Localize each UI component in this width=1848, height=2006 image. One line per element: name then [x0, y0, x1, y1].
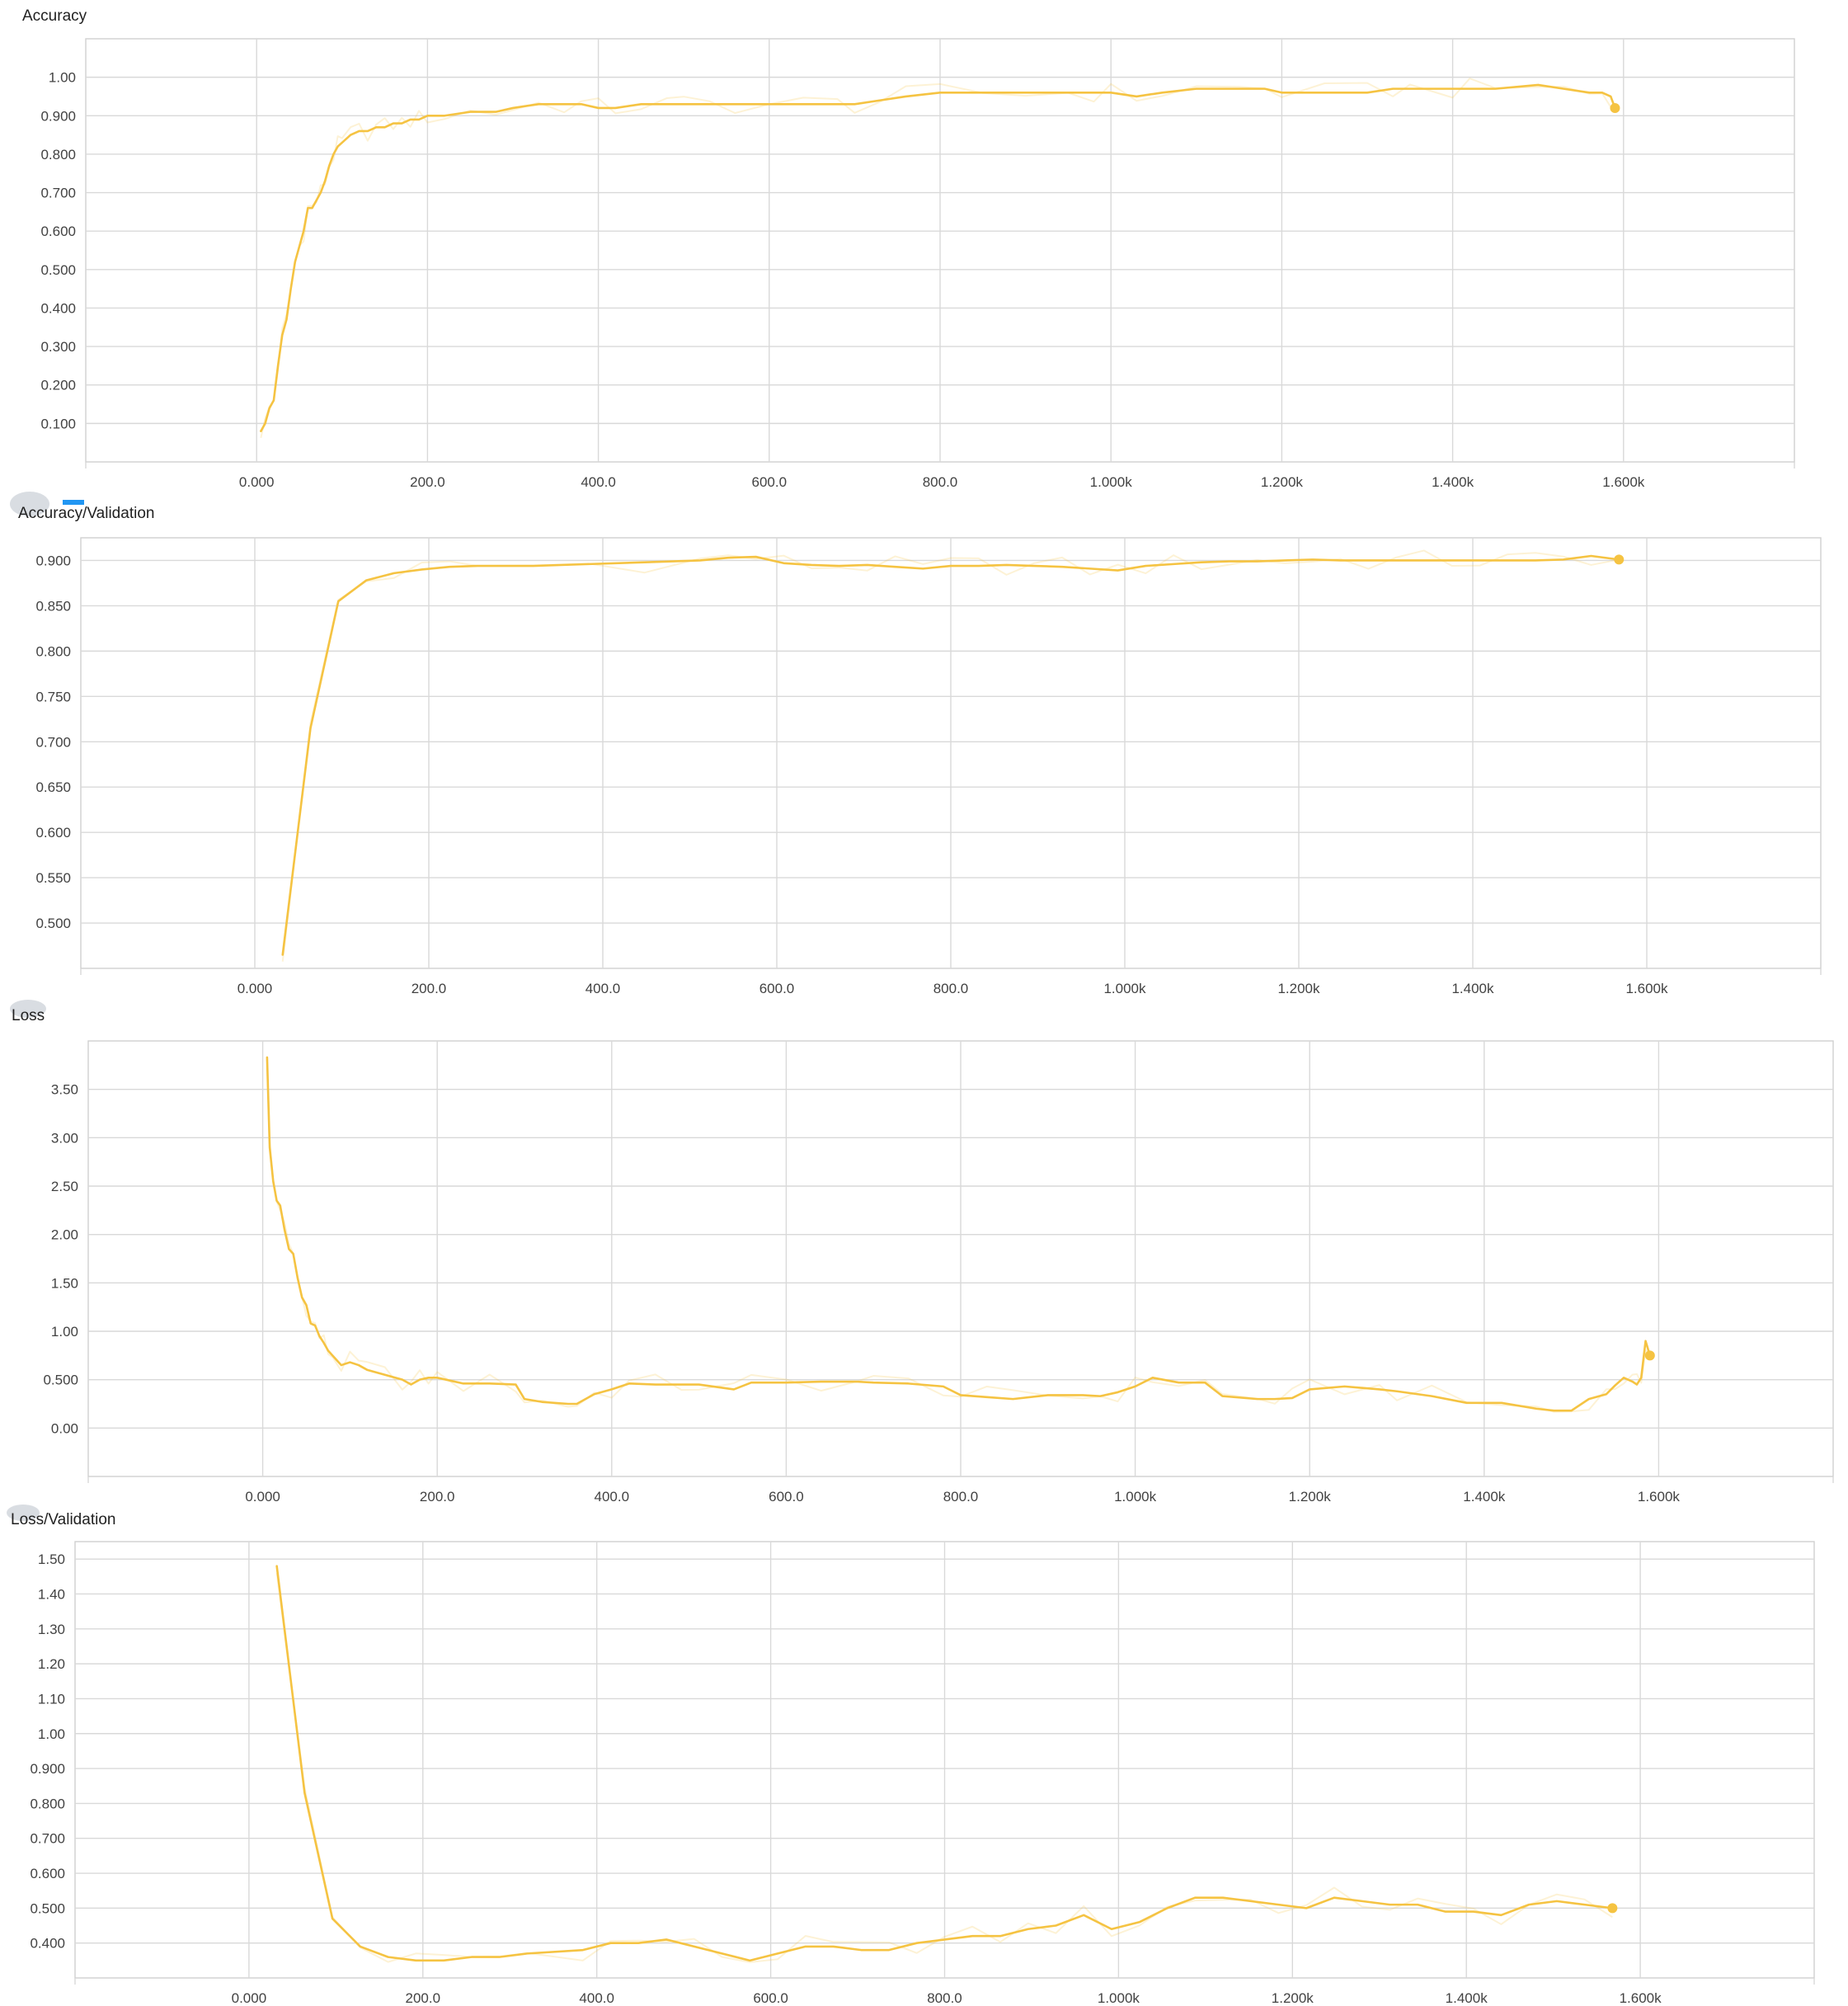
x-tick-label: 600.0: [753, 1990, 788, 2006]
y-tick-label: 3.00: [51, 1130, 78, 1146]
y-tick-label: 0.700: [35, 734, 71, 750]
x-tick-label: 1.200k: [1272, 1990, 1314, 2006]
x-tick-label: 200.0: [420, 1489, 455, 1504]
y-tick-label: 2.00: [51, 1227, 78, 1243]
x-tick-label: 400.0: [585, 981, 621, 996]
x-tick-label: 600.0: [769, 1489, 804, 1504]
y-tick-label: 1.30: [38, 1622, 65, 1637]
x-tick-label: 1.200k: [1289, 1489, 1332, 1504]
y-tick-label: 0.00: [51, 1420, 78, 1436]
series-last-point: [1645, 1350, 1655, 1360]
chart-accuracy: 1.00 0.900 0.800 0.700 0.600 0.500 0.400 0.300 0…: [0, 0, 1848, 495]
x-tick-label: 800.0: [933, 981, 969, 996]
y-tick-label: 0.100: [40, 416, 76, 431]
y-tick-label: 0.850: [35, 598, 71, 614]
y-tick-label: 0.600: [30, 1866, 65, 1881]
y-tick-label: 0.650: [35, 779, 71, 795]
y-tick-label: 0.900: [35, 553, 71, 568]
y-tick-label: 1.00: [51, 1324, 78, 1340]
x-tick-label: 800.0: [927, 1990, 962, 2006]
x-tick-label: 1.000k: [1103, 981, 1146, 996]
y-tick-label: 0.800: [35, 643, 71, 659]
x-tick-label: 600.0: [752, 474, 788, 490]
y-tick-label: 0.700: [30, 1831, 65, 1847]
x-tick-label: 1.400k: [1446, 1990, 1488, 2006]
y-tick-label: 1.50: [51, 1275, 78, 1291]
y-tick-label: 2.50: [51, 1179, 78, 1194]
x-tick-label: 1.600k: [1638, 1489, 1681, 1504]
y-tick-label: 0.200: [40, 378, 76, 393]
x-tick-label: 1.200k: [1261, 474, 1304, 490]
chart-loss: 3.50 3.00 2.50 2.00 1.50 1.00 0.500 0.00 0.000 20…: [0, 1000, 1848, 1504]
x-tick-label: 800.0: [943, 1489, 979, 1504]
x-tick-label: 800.0: [923, 474, 958, 490]
y-tick-label: 0.900: [30, 1761, 65, 1777]
x-tick-label: 0.000: [237, 981, 273, 996]
y-tick-label: 0.600: [40, 224, 76, 239]
y-tick-label: 0.600: [35, 825, 71, 841]
x-tick-label: 1.600k: [1602, 474, 1645, 490]
x-tick-label: 1.400k: [1432, 474, 1474, 490]
chart-loss-validation: 1.50 1.40 1.30 1.20 1.10 1.00 0.900 0.800 0.700 0…: [0, 1504, 1848, 2006]
x-tick-label: 600.0: [759, 981, 795, 996]
y-tick-label: 1.10: [38, 1691, 65, 1707]
chart-panel-accuracy-validation: Accuracy/Validation 0.900 0.850 0.800 0.750…: [0, 495, 1848, 1000]
x-tick-label: 1.400k: [1451, 981, 1494, 996]
y-tick-label: 0.300: [40, 339, 76, 355]
x-tick-label: 200.0: [411, 981, 447, 996]
y-tick-label: 0.400: [30, 1936, 65, 1952]
x-tick-label: 1.400k: [1463, 1489, 1506, 1504]
x-tick-label: 1.200k: [1277, 981, 1320, 996]
series-last-point: [1607, 1903, 1617, 1913]
y-tick-label: 1.50: [38, 1552, 65, 1567]
x-tick-label: 400.0: [579, 1990, 614, 2006]
y-tick-label: 0.800: [30, 1796, 65, 1811]
y-tick-label: 0.500: [30, 1900, 65, 1916]
chart-panel-loss: Loss 3.50 3.00 2.50 2.00 1.50 1.00 0.500 0.00 0.…: [0, 1000, 1848, 1504]
x-tick-label: 400.0: [595, 1489, 630, 1504]
y-tick-label: 0.550: [35, 870, 71, 886]
chart-accuracy-validation: 0.900 0.850 0.800 0.750 0.700 0.650 0.600 0.550…: [0, 495, 1848, 1000]
series-last-point: [1614, 554, 1624, 564]
x-tick-label: 0.000: [239, 474, 275, 490]
y-tick-label: 1.00: [49, 70, 76, 86]
x-tick-label: 400.0: [581, 474, 616, 490]
y-tick-label: 0.500: [40, 262, 76, 278]
x-tick-label: 0.000: [232, 1990, 267, 2006]
series-line: [261, 85, 1615, 431]
series-last-point: [1610, 103, 1620, 113]
y-tick-label: 3.50: [51, 1082, 78, 1098]
chart-panel-accuracy: Accuracy 1.00 0.900 0.800 0.700 0.600 0.500 0.…: [0, 0, 1848, 495]
x-tick-label: 1.600k: [1620, 1990, 1662, 2006]
y-tick-label: 0.500: [35, 916, 71, 931]
x-tick-label: 200.0: [406, 1990, 441, 2006]
series-raw-line: [261, 78, 1615, 438]
x-tick-label: 1.000k: [1114, 1489, 1157, 1504]
y-tick-label: 0.400: [40, 300, 76, 316]
y-tick-label: 0.700: [40, 186, 76, 201]
y-tick-label: 1.40: [38, 1586, 65, 1602]
y-tick-label: 0.500: [43, 1373, 78, 1388]
y-tick-label: 1.20: [38, 1656, 65, 1672]
x-tick-label: 1.000k: [1090, 474, 1133, 490]
x-tick-label: 1.600k: [1625, 981, 1668, 996]
y-tick-label: 0.800: [40, 147, 76, 162]
series-raw-line: [267, 1064, 1650, 1411]
x-tick-label: 200.0: [410, 474, 445, 490]
chart-panel-loss-validation: Loss/Validation 1.50 1.40 1.30 1.20 1.10 1.00…: [0, 1504, 1848, 2006]
y-tick-label: 0.900: [40, 108, 76, 124]
y-tick-label: 1.00: [38, 1726, 65, 1742]
x-tick-label: 0.000: [245, 1489, 280, 1504]
x-tick-label: 1.000k: [1098, 1990, 1140, 2006]
y-tick-label: 0.750: [35, 689, 71, 704]
